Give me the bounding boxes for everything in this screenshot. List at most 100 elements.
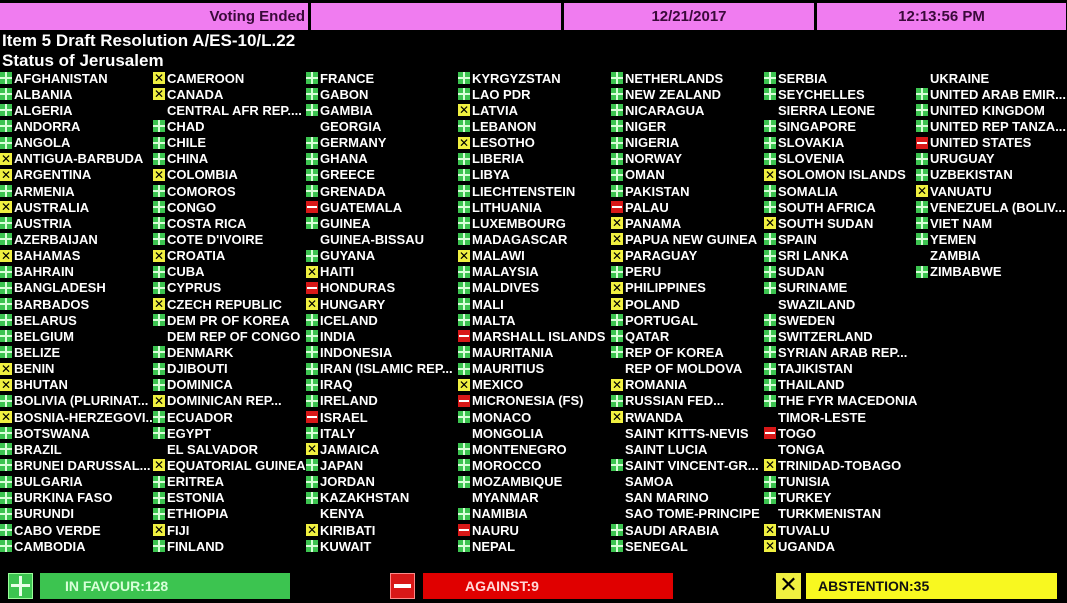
plus-icon bbox=[611, 540, 623, 553]
country-name: RWANDA bbox=[625, 409, 684, 425]
x-icon: ✕ bbox=[0, 377, 12, 392]
country-name: KIRIBATI bbox=[320, 522, 376, 538]
country-name: BRUNEI DARUSSAL... bbox=[14, 457, 151, 473]
country-row: IRAN (ISLAMIC REP... bbox=[306, 361, 458, 377]
no-vote-icon bbox=[306, 508, 318, 520]
country-row: ZIMBABWE bbox=[916, 264, 1067, 280]
plus-icon bbox=[0, 491, 12, 504]
plus-icon bbox=[458, 152, 470, 165]
country-row: ✕ BENIN bbox=[0, 361, 152, 377]
country-row: LAO PDR bbox=[458, 86, 610, 102]
plus-icon bbox=[0, 427, 12, 440]
country-name: MADAGASCAR bbox=[472, 231, 568, 247]
x-icon: ✕ bbox=[776, 573, 801, 599]
plus-icon bbox=[764, 152, 776, 165]
country-name: FINLAND bbox=[167, 538, 225, 554]
country-row: ✕ PHILIPPINES bbox=[611, 280, 763, 296]
country-name: GHANA bbox=[320, 151, 368, 167]
plus-icon bbox=[764, 346, 776, 359]
country-row: DEM PR OF KOREA bbox=[153, 312, 305, 328]
country-row: NORWAY bbox=[611, 151, 763, 167]
country-name: PANAMA bbox=[625, 215, 682, 231]
country-name: CZECH REPUBLIC bbox=[167, 296, 282, 312]
country-row: BRAZIL bbox=[0, 441, 152, 457]
country-row: BURKINA FASO bbox=[0, 490, 152, 506]
country-row: URUGUAY bbox=[916, 151, 1067, 167]
country-row: ✕ TUVALU bbox=[764, 522, 916, 538]
country-row: ✕ BHUTAN bbox=[0, 377, 152, 393]
country-name: POLAND bbox=[625, 296, 680, 312]
plus-icon bbox=[306, 346, 318, 359]
country-name: SAINT KITTS-NEVIS bbox=[625, 425, 749, 441]
country-row: SWEDEN bbox=[764, 312, 916, 328]
country-name: TUNISIA bbox=[778, 474, 830, 490]
country-name: SINGAPORE bbox=[778, 118, 857, 134]
country-row: UNITED KINGDOM bbox=[916, 102, 1067, 118]
country-row: COTE D'IVOIRE bbox=[153, 231, 305, 247]
no-vote-icon bbox=[916, 72, 928, 84]
minus-icon bbox=[390, 573, 415, 599]
country-row: NETHERLANDS bbox=[611, 70, 763, 86]
country-name: PERU bbox=[625, 264, 662, 280]
country-name: EGYPT bbox=[167, 425, 212, 441]
country-row: SINGAPORE bbox=[764, 118, 916, 134]
plus-icon bbox=[611, 265, 623, 278]
country-row: SURINAME bbox=[764, 280, 916, 296]
country-name: SYRIAN ARAB REP... bbox=[778, 344, 908, 360]
country-name: AUSTRALIA bbox=[14, 199, 90, 215]
country-name: DOMINICA bbox=[167, 377, 233, 393]
country-name: LATVIA bbox=[472, 102, 518, 118]
country-row: BULGARIA bbox=[0, 474, 152, 490]
country-row: ESTONIA bbox=[153, 490, 305, 506]
country-name: SAUDI ARABIA bbox=[625, 522, 720, 538]
country-row: ✕ POLAND bbox=[611, 296, 763, 312]
country-row: ARMENIA bbox=[0, 183, 152, 199]
country-name: SLOVAKIA bbox=[778, 135, 845, 151]
country-row: SEYCHELLES bbox=[764, 86, 916, 102]
country-name: UNITED STATES bbox=[930, 135, 1032, 151]
country-row: SLOVAKIA bbox=[764, 135, 916, 151]
plus-icon bbox=[306, 394, 318, 407]
country-name: PALAU bbox=[625, 199, 669, 215]
country-row: CYPRUS bbox=[153, 280, 305, 296]
plus-icon bbox=[764, 394, 776, 407]
country-name: GAMBIA bbox=[320, 102, 373, 118]
country-row: NEPAL bbox=[458, 538, 610, 554]
no-vote-icon bbox=[764, 443, 776, 455]
no-vote-icon bbox=[458, 492, 470, 504]
country-name: ANTIGUA-BARBUDA bbox=[14, 151, 144, 167]
plus-icon bbox=[306, 540, 318, 553]
country-row: ✕ AUSTRALIA bbox=[0, 199, 152, 215]
country-name: KENYA bbox=[320, 506, 365, 522]
country-row: TONGA bbox=[764, 441, 916, 457]
minus-icon bbox=[306, 411, 318, 424]
country-name: COTE D'IVOIRE bbox=[167, 231, 264, 247]
x-icon: ✕ bbox=[306, 264, 318, 279]
country-row: SOMALIA bbox=[764, 183, 916, 199]
country-name: MALTA bbox=[472, 312, 516, 328]
country-name: BENIN bbox=[14, 361, 55, 377]
country-row: LIBYA bbox=[458, 167, 610, 183]
no-vote-icon bbox=[611, 476, 623, 488]
country-name: CONGO bbox=[167, 199, 217, 215]
country-name: BAHAMAS bbox=[14, 248, 81, 264]
country-row: ANDORRA bbox=[0, 118, 152, 134]
country-name: HUNGARY bbox=[320, 296, 386, 312]
country-name: COMOROS bbox=[167, 183, 236, 199]
country-name: PARAGUAY bbox=[625, 248, 698, 264]
country-row: BELGIUM bbox=[0, 328, 152, 344]
x-icon: ✕ bbox=[764, 167, 776, 182]
country-name: GABON bbox=[320, 86, 369, 102]
country-row: ✕ ROMANIA bbox=[611, 377, 763, 393]
country-name: NIGER bbox=[625, 118, 667, 134]
country-name: DJIBOUTI bbox=[167, 361, 228, 377]
country-row: UKRAINE bbox=[916, 70, 1067, 86]
country-name: SUDAN bbox=[778, 264, 825, 280]
plus-icon bbox=[306, 249, 318, 262]
country-row: MONTENEGRO bbox=[458, 441, 610, 457]
x-icon: ✕ bbox=[611, 248, 623, 263]
country-row: IRAQ bbox=[306, 377, 458, 393]
plus-icon bbox=[0, 394, 12, 407]
country-row: SENEGAL bbox=[611, 538, 763, 554]
country-row: GEORGIA bbox=[306, 118, 458, 134]
